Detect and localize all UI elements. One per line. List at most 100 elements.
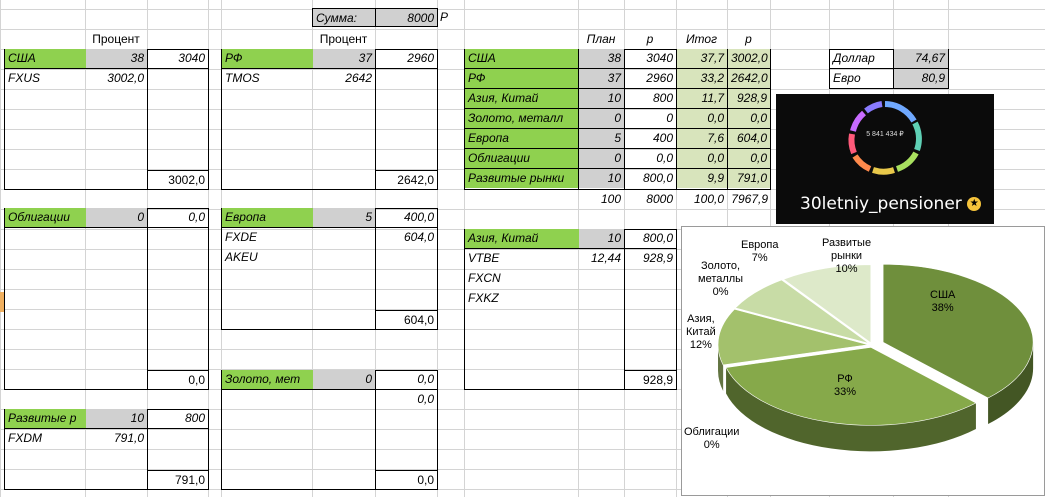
summary-row-r[interactable]: 2960 (646, 71, 673, 85)
asia-ticker-1-value1[interactable]: 12,44 (590, 251, 621, 265)
sum-label[interactable]: Сумма: (312, 8, 376, 27)
summary-row-itog[interactable]: 0,0 (677, 149, 727, 168)
europe-total[interactable]: 604,0 (403, 313, 434, 327)
summary-total-itog[interactable]: 100,0 (693, 192, 724, 206)
pie-label-europe: Европа 7% (741, 239, 779, 264)
bonds-amount[interactable]: 0,0 (188, 210, 205, 224)
rate-usd-value[interactable]: 74,67 (894, 49, 948, 68)
usa-ticker[interactable]: FXUS (8, 71, 41, 85)
gold-sub[interactable]: 0,0 (417, 392, 434, 406)
gold-name[interactable]: Золото, мет (222, 370, 313, 389)
summary-row-r2[interactable]: 3002,0 (728, 49, 770, 68)
summary-row-name[interactable]: Азия, Китай (465, 89, 578, 108)
dev-name[interactable]: Развитые р (5, 409, 86, 428)
summary-row-plan[interactable]: 10 (579, 89, 624, 108)
dev-amount[interactable]: 800 (184, 411, 205, 425)
europe-name[interactable]: Европа (222, 208, 313, 227)
summary-row-plan[interactable]: 38 (579, 49, 624, 68)
plan-header: План (586, 32, 616, 46)
sum-value[interactable]: 8000 (375, 8, 438, 27)
usa-amount[interactable]: 3040 (178, 51, 205, 65)
summary-row-name[interactable]: РФ (465, 69, 578, 88)
summary-total-plan[interactable]: 100 (600, 192, 621, 206)
rf-total[interactable]: 2642,0 (397, 173, 434, 187)
asia-ticker-1-value2[interactable]: 928,9 (642, 251, 673, 265)
pie-chart[interactable]: США 38% РФ 33% Облигации 0% Азия, Китай 12% З… (681, 226, 1045, 496)
summary-row-r[interactable]: 800 (652, 91, 673, 105)
rate-usd-label[interactable]: Доллар (833, 51, 875, 65)
asia-ticker-3[interactable]: FXKZ (468, 291, 499, 305)
asia-ticker-1[interactable]: VTBE (468, 251, 500, 265)
summary-row-r2[interactable]: 928,9 (728, 89, 770, 108)
pie-slice-side (718, 344, 724, 391)
rf-name[interactable]: РФ (222, 49, 313, 68)
pie-slice-6 (782, 264, 872, 344)
pie-label-rf: РФ 33% (834, 373, 857, 398)
dev-total[interactable]: 791,0 (174, 473, 205, 487)
summary-row-itog[interactable]: 11,7 (677, 89, 727, 108)
europe-ticker-1[interactable]: FXDE (225, 230, 258, 244)
europe-ticker-1-value[interactable]: 604,0 (403, 230, 434, 244)
summary-row-r[interactable]: 0 (666, 111, 673, 125)
usa-total[interactable]: 3002,0 (168, 173, 205, 187)
summary-row-r[interactable]: 400 (652, 131, 673, 145)
asia-amount[interactable]: 800,0 (642, 231, 673, 245)
summary-row-itog[interactable]: 7,6 (677, 129, 727, 148)
summary-row-name[interactable]: Европа (465, 129, 578, 148)
summary-total-r[interactable]: 8000 (646, 192, 673, 206)
rate-eur-value[interactable]: 80,9 (894, 69, 948, 88)
gold-pct[interactable]: 0 (313, 370, 375, 389)
percent-header-2: Процент (319, 32, 368, 46)
gold-total[interactable]: 0,0 (417, 473, 434, 487)
summary-row-plan[interactable]: 37 (579, 69, 624, 88)
pie-slice-1 (725, 347, 977, 426)
asia-ticker-2[interactable]: FXCN (468, 271, 501, 285)
summary-row-name[interactable]: Развитые рынки (465, 169, 578, 188)
gold-amount[interactable]: 0,0 (417, 372, 434, 386)
summary-row-r2[interactable]: 604,0 (728, 129, 770, 148)
usa-ticker-value[interactable]: 3002,0 (107, 71, 144, 85)
rate-eur-label[interactable]: Евро (833, 71, 861, 85)
rf-ticker[interactable]: TMOS (225, 71, 260, 85)
usa-pct[interactable]: 38 (86, 49, 147, 68)
summary-row-plan[interactable]: 0 (579, 149, 624, 168)
asia-name[interactable]: Азия, Китай (465, 229, 579, 248)
summary-row-r[interactable]: 0,0 (656, 151, 673, 165)
summary-row-plan[interactable]: 0 (579, 109, 624, 128)
europe-amount[interactable]: 400,0 (403, 210, 434, 224)
dev-pct[interactable]: 10 (86, 409, 147, 428)
summary-row-itog[interactable]: 37,7 (677, 49, 727, 68)
summary-row-itog[interactable]: 33,2 (677, 69, 727, 88)
summary-row-name[interactable]: Золото, металл (465, 109, 578, 128)
dev-ticker[interactable]: FXDM (8, 431, 42, 445)
summary-row-itog[interactable]: 0,0 (677, 109, 727, 128)
asia-total[interactable]: 928,9 (642, 373, 673, 387)
bonds-total[interactable]: 0,0 (188, 373, 205, 387)
portfolio-donut-icon (848, 101, 922, 175)
europe-ticker-2[interactable]: AKEU (225, 250, 258, 264)
summary-row-r2[interactable]: 0,0 (728, 149, 770, 168)
summary-row-plan[interactable]: 5 (579, 129, 624, 148)
summary-row-r2[interactable]: 791,0 (728, 169, 770, 188)
asia-pct[interactable]: 10 (579, 229, 624, 248)
summary-row-r[interactable]: 3040 (646, 51, 673, 65)
bonds-pct[interactable]: 0 (86, 208, 147, 227)
rf-ticker-value[interactable]: 2642 (345, 71, 372, 85)
embedded-image-card[interactable]: 5 841 434 ₽ 30letniy_pensioner ★ (776, 94, 994, 224)
pie-slice-4 (734, 308, 869, 345)
dev-ticker-value[interactable]: 791,0 (113, 431, 144, 445)
summary-total-r2[interactable]: 7967,9 (731, 192, 768, 206)
bonds-name[interactable]: Облигации (5, 208, 86, 227)
summary-row-r2[interactable]: 2642,0 (728, 69, 770, 88)
europe-pct[interactable]: 5 (313, 208, 375, 227)
usa-name[interactable]: США (5, 49, 86, 68)
summary-row-itog[interactable]: 9,9 (677, 169, 727, 188)
rf-amount[interactable]: 2960 (407, 51, 434, 65)
summary-row-name[interactable]: США (465, 49, 578, 68)
summary-row-name[interactable]: Облигации (465, 149, 578, 168)
summary-row-r[interactable]: 800,0 (642, 171, 673, 185)
pie-slice-side (726, 367, 976, 452)
rf-pct[interactable]: 37 (313, 49, 375, 68)
summary-row-plan[interactable]: 10 (579, 169, 624, 188)
summary-row-r2[interactable]: 0,0 (728, 109, 770, 128)
